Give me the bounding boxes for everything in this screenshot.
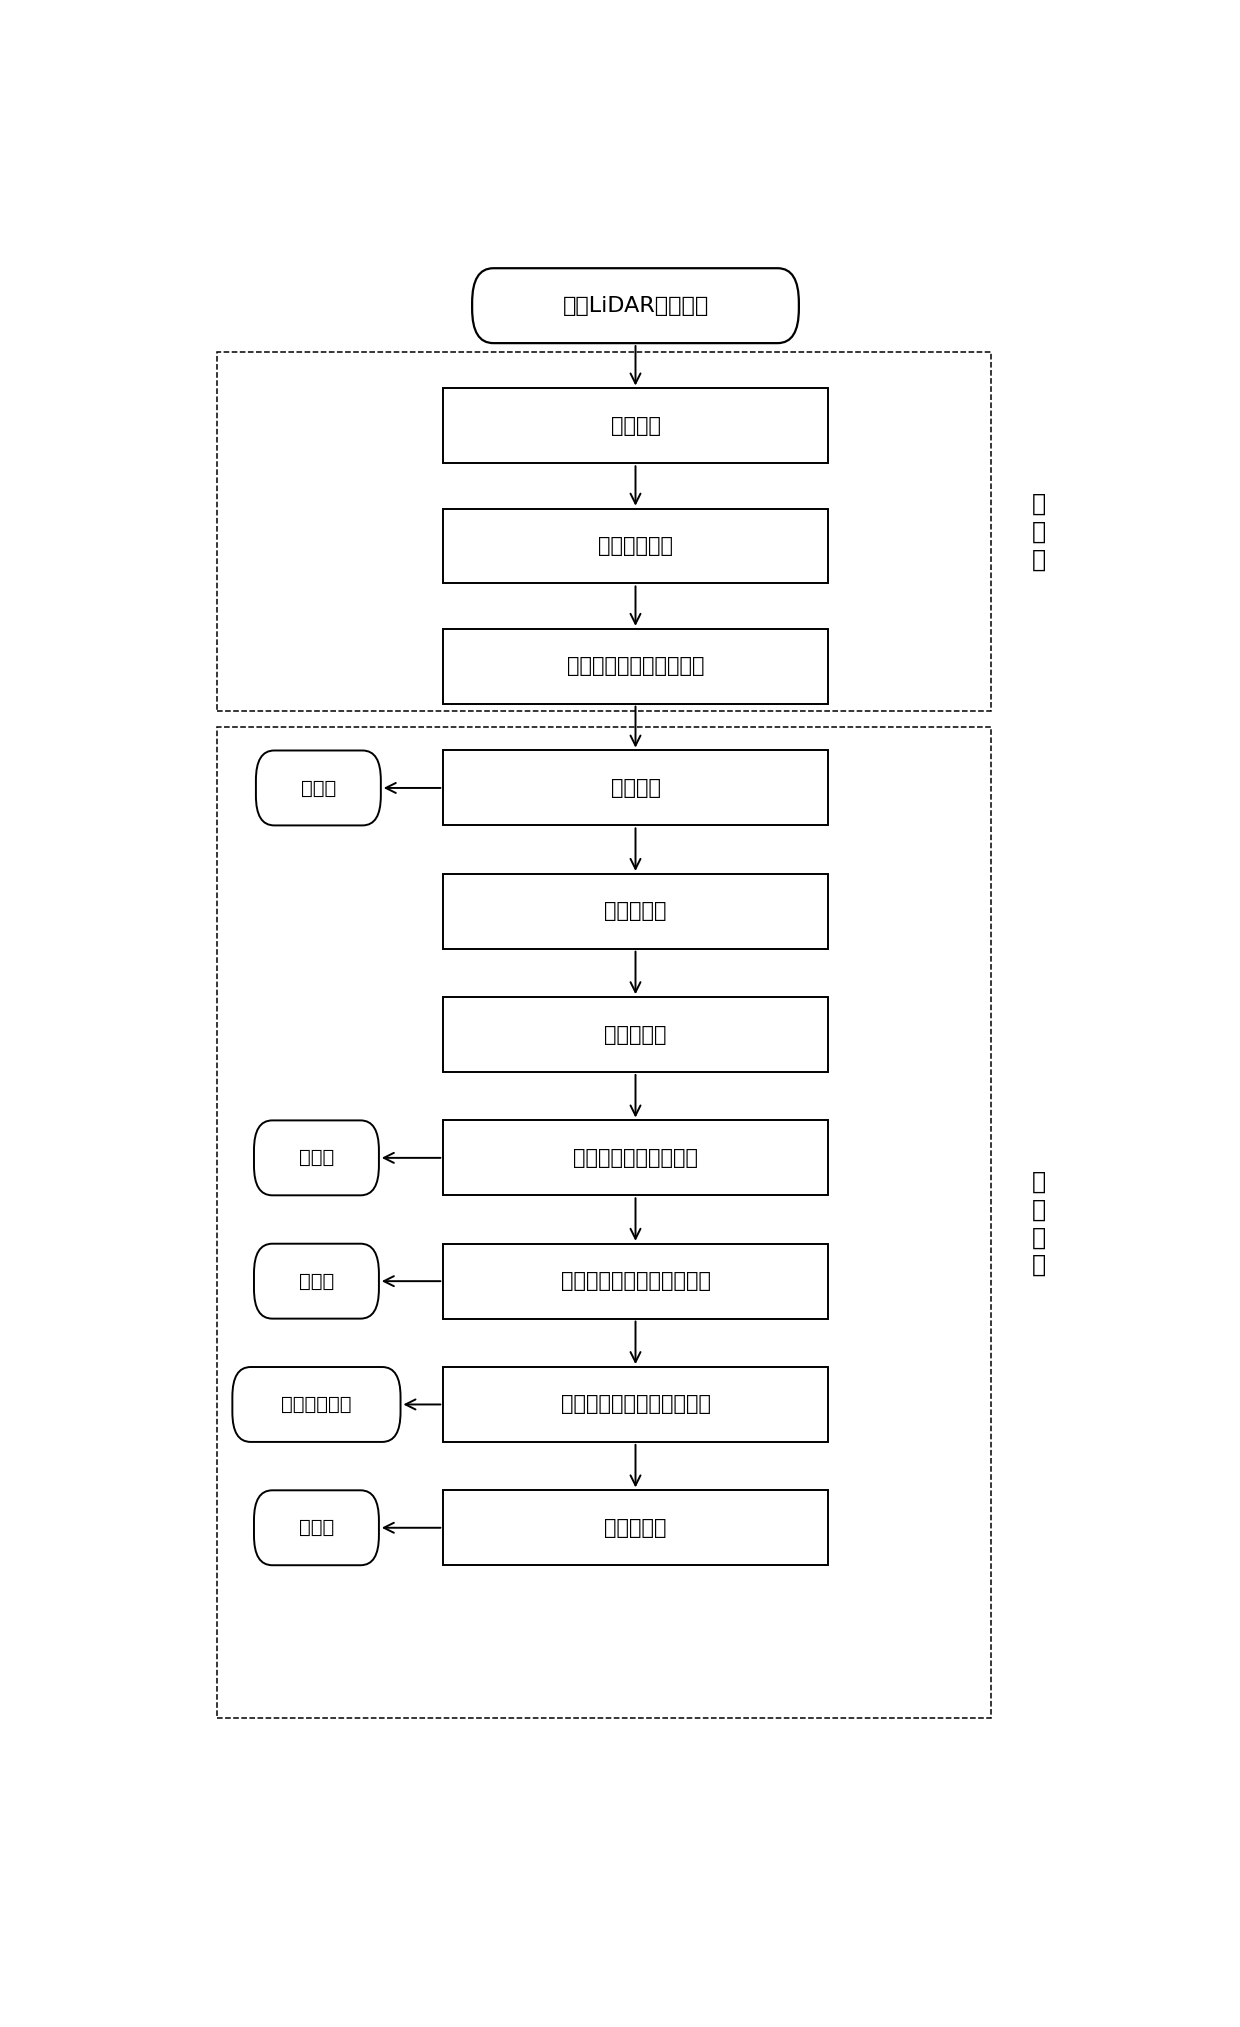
FancyBboxPatch shape xyxy=(444,509,828,584)
Text: 均匀抽稀: 均匀抽稀 xyxy=(610,416,661,436)
Text: 建筑物立面点和树木点提取: 建筑物立面点和树木点提取 xyxy=(560,1271,711,1291)
FancyBboxPatch shape xyxy=(444,750,828,825)
FancyBboxPatch shape xyxy=(254,1121,379,1196)
Text: 预
处
理: 预 处 理 xyxy=(1032,493,1047,572)
Text: 树木点: 树木点 xyxy=(299,1518,334,1536)
Text: 噪声点: 噪声点 xyxy=(301,778,336,797)
FancyBboxPatch shape xyxy=(444,1245,828,1320)
Text: 点云数据分块: 点云数据分块 xyxy=(598,535,673,555)
FancyBboxPatch shape xyxy=(444,1366,828,1441)
FancyBboxPatch shape xyxy=(254,1245,379,1320)
Text: 滤除噪声: 滤除噪声 xyxy=(610,778,661,799)
FancyBboxPatch shape xyxy=(254,1490,379,1565)
Text: 地面点: 地面点 xyxy=(299,1149,334,1168)
FancyBboxPatch shape xyxy=(444,1490,828,1565)
Text: 建筑物立面点和树木点分类: 建筑物立面点和树木点分类 xyxy=(560,1395,711,1415)
FancyBboxPatch shape xyxy=(255,750,381,825)
Bar xyxy=(217,353,991,711)
FancyBboxPatch shape xyxy=(472,268,799,343)
Text: 建筑物立面点: 建筑物立面点 xyxy=(281,1395,352,1415)
FancyBboxPatch shape xyxy=(444,1121,828,1196)
Text: 法向量、曲率、密度计算: 法向量、曲率、密度计算 xyxy=(567,657,704,677)
Text: 电力线识别: 电力线识别 xyxy=(604,902,667,920)
Text: 地面点与非地面点分类: 地面点与非地面点分类 xyxy=(573,1147,698,1168)
FancyBboxPatch shape xyxy=(444,997,828,1072)
Text: 车载LiDAR点云数据: 车载LiDAR点云数据 xyxy=(563,296,708,316)
Text: 树木点分割: 树木点分割 xyxy=(604,1518,667,1538)
FancyBboxPatch shape xyxy=(444,874,828,949)
Bar xyxy=(217,728,991,1719)
Text: 电力线剔除: 电力线剔除 xyxy=(604,1024,667,1044)
Text: 其他点: 其他点 xyxy=(299,1271,334,1291)
FancyBboxPatch shape xyxy=(232,1366,401,1441)
FancyBboxPatch shape xyxy=(444,628,828,703)
Text: 点
云
分
类: 点 云 分 类 xyxy=(1032,1170,1047,1277)
FancyBboxPatch shape xyxy=(444,389,828,464)
